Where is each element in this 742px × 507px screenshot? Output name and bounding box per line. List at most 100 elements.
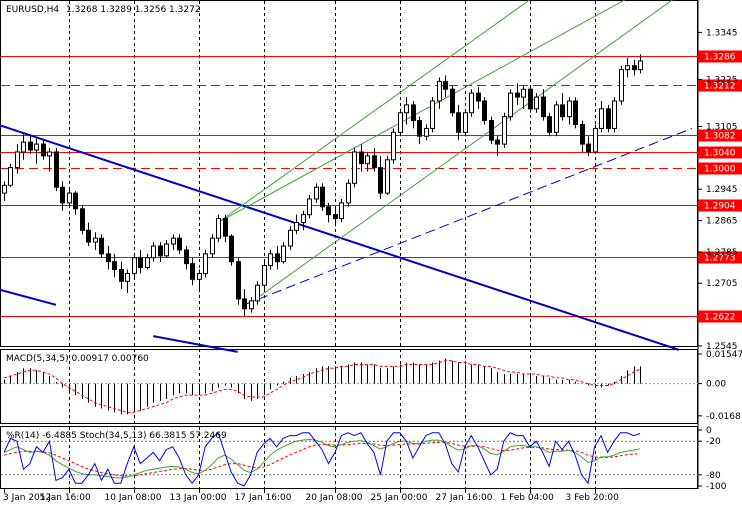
bull-candle	[620, 70, 624, 101]
bear-candle	[55, 152, 59, 187]
ohlc-readout: 1.3268 1.3289 1.3256 1.3272	[66, 5, 201, 15]
bull-candle	[347, 183, 351, 203]
bull-candle	[263, 266, 267, 286]
bear-candle	[334, 215, 338, 219]
time-axis-label: 5 Jan 16:00	[40, 493, 92, 503]
bear-candle	[74, 193, 78, 209]
price-pane-frame	[1, 1, 698, 347]
bull-candle	[289, 230, 293, 246]
bear-candle	[574, 101, 578, 125]
bull-candle	[126, 273, 130, 281]
uptrend-support-line	[244, 128, 692, 304]
bull-candle	[250, 301, 254, 309]
bear-candle	[61, 187, 65, 203]
stoch-main-line	[4, 440, 640, 479]
price-level-label: 1.3000	[704, 165, 736, 175]
stoch-signal-line	[4, 442, 640, 476]
oscillator-title: %R(14) -6.4885 Stoch(34,5,13) 66.3815 57…	[6, 431, 227, 441]
channel-upper-line	[218, 0, 536, 222]
macd-title: MACD(5,34,5) 0.00917 0.00760	[6, 354, 149, 364]
bear-candle	[100, 238, 104, 254]
bear-candle	[457, 113, 461, 133]
bear-candle	[321, 187, 325, 207]
price-axis-label: 1.2785	[706, 248, 738, 258]
bull-candle	[217, 219, 221, 239]
bull-candle	[48, 152, 52, 156]
bear-candle	[120, 270, 124, 282]
bear-candle	[516, 93, 520, 97]
bear-candle	[529, 89, 533, 109]
downtrend-parallel-line	[0, 289, 56, 305]
bull-candle	[315, 187, 319, 199]
bull-candle	[308, 199, 312, 215]
bear-candle	[243, 299, 247, 309]
bull-candle	[386, 160, 390, 193]
price-level-label: 1.3040	[704, 149, 736, 159]
bear-candle	[178, 238, 182, 250]
bull-candle	[503, 117, 507, 144]
bear-candle	[237, 262, 241, 299]
bear-candle	[607, 109, 611, 129]
bull-candle	[639, 61, 643, 70]
bull-candle	[613, 101, 617, 128]
bear-candle	[327, 207, 331, 215]
oscillator-axis-label: -80	[706, 471, 721, 481]
bull-candle	[600, 109, 604, 129]
bull-candle	[16, 152, 20, 168]
bull-candle	[94, 238, 98, 242]
bear-candle	[185, 250, 189, 264]
bull-candle	[399, 113, 403, 133]
bull-candle	[425, 128, 429, 136]
macd-axis-label: -0.0168	[706, 412, 741, 422]
bull-candle	[594, 128, 598, 152]
bear-candle	[373, 156, 377, 168]
price-level-label: 1.3286	[704, 53, 736, 63]
bull-candle	[211, 238, 215, 254]
bull-candle	[3, 185, 7, 193]
price-axis-label: 1.3345	[706, 28, 738, 38]
bull-candle	[568, 101, 572, 117]
bull-candle	[68, 193, 72, 203]
bull-candle	[431, 101, 435, 128]
bull-candle	[133, 258, 137, 274]
bear-candle	[107, 254, 111, 262]
time-axis-label: 1 Feb 04:00	[501, 493, 555, 503]
support-resistance-levels: 1.3286 1.3212 1.3082 1.3040 1.3000 1.2904 1.27…	[1, 51, 742, 323]
oscillator-axis-label: -20	[706, 437, 721, 447]
bear-candle	[483, 101, 487, 121]
price-axis-label: 1.2945	[706, 185, 738, 195]
bear-candle	[276, 254, 280, 262]
price-axis-label: 1.2705	[706, 279, 738, 289]
oscillator-axis-label: 0	[706, 426, 712, 436]
bear-candle	[360, 152, 364, 164]
time-axis-label: 3 Feb 20:00	[566, 493, 620, 503]
bull-candle	[366, 156, 370, 164]
bull-candle	[146, 258, 150, 268]
macd-axis-label: 0.01547	[706, 350, 742, 360]
bear-candle	[87, 230, 91, 242]
time-axis-label: 20 Jan 08:00	[306, 493, 363, 503]
bull-candle	[405, 105, 409, 113]
bull-candle	[353, 152, 357, 183]
bear-candle	[159, 246, 163, 256]
bull-candle	[302, 215, 306, 223]
bull-candle	[295, 222, 299, 230]
price-axis-label: 1.3225	[706, 75, 738, 85]
bull-candle	[555, 105, 559, 132]
trend-lines	[0, 0, 692, 352]
bull-candle	[256, 285, 260, 301]
bull-candle	[9, 168, 13, 186]
bull-candle	[198, 273, 202, 279]
price-axis-label: 1.2865	[706, 217, 738, 227]
bear-candle	[379, 168, 383, 193]
bear-candle	[587, 144, 591, 152]
bear-candle	[633, 66, 637, 70]
bull-candle	[535, 97, 539, 109]
time-axis-label: 13 Jan 00:00	[170, 493, 227, 503]
bull-candle	[509, 93, 513, 117]
bear-candle	[224, 219, 228, 237]
bull-candle	[35, 144, 39, 150]
bull-candle	[522, 89, 526, 97]
time-axis-label: 10 Jan 08:00	[105, 493, 162, 503]
